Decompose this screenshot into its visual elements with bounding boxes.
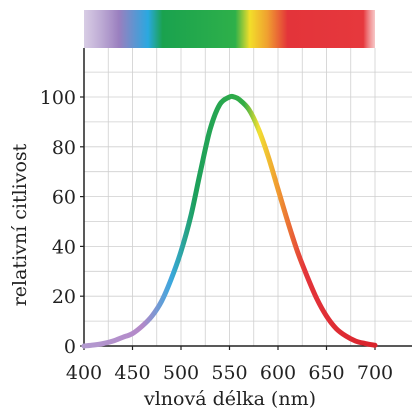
y-tick-label: 60 [52,187,76,209]
y-tick-label: 40 [52,236,76,258]
y-axis-label: relativní citlivost [9,143,31,306]
x-tick-label: 650 [308,362,344,384]
x-tick-label: 550 [211,362,247,384]
x-tick-label: 450 [114,362,150,384]
y-tick-label: 20 [52,286,76,308]
x-tick-labels: 400 450 500 550 600 650 700 [66,346,393,384]
y-tick-label: 0 [64,336,76,358]
x-axis-label: vlnová délka (nm) [143,388,316,410]
y-tick-label: 80 [52,137,76,159]
x-tick-label: 600 [260,362,296,384]
y-tick-labels: 0 20 40 60 80 100 [40,87,84,358]
y-tick-label: 100 [40,87,76,109]
spectrum-band [84,10,375,48]
x-tick-label: 400 [66,362,102,384]
sensitivity-curve [81,93,378,349]
x-tick-label: 500 [163,362,199,384]
x-tick-label: 700 [357,362,393,384]
grid [84,48,412,346]
